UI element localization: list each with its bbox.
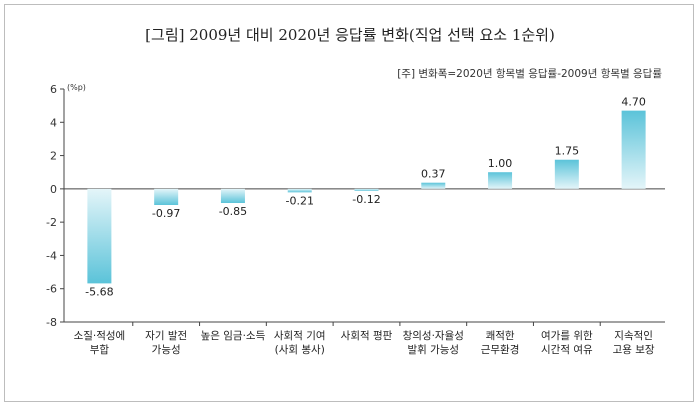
category-label: 여가를 위한 [541, 329, 593, 342]
data-label: -0.85 [219, 205, 247, 218]
category-label: 창의성·자율성 [403, 330, 464, 342]
bar [488, 172, 513, 189]
y-tick-label: -6 [46, 283, 57, 296]
data-label: 1.00 [488, 157, 513, 170]
bar [554, 159, 579, 189]
category-label: 지속적인 [614, 330, 653, 342]
category-label: 자기 발전 [145, 330, 187, 342]
category-label: 높은 임금·소득 [201, 329, 266, 342]
y-tick-label: 0 [50, 183, 57, 196]
y-tick-label: -8 [46, 316, 57, 329]
category-label: (사회 봉사) [275, 344, 325, 356]
category-label: 쾌적한 [486, 330, 515, 342]
bar [154, 188, 179, 206]
category-label: 사회적 기여 [274, 330, 326, 342]
category-label: 가능성 [152, 344, 181, 356]
chart-frame [4, 4, 694, 402]
data-label: -0.21 [285, 194, 313, 207]
category-label: 시간적 여유 [541, 344, 593, 356]
y-axis-unit: (%p) [67, 83, 86, 92]
y-tick-label: -4 [46, 249, 57, 262]
category-label: 고용 보장 [613, 344, 655, 356]
chart-note: [주] 변화폭=2020년 항목별 응답률-2009년 항목별 응답률 [397, 68, 662, 80]
data-label: -5.68 [85, 285, 113, 298]
data-label: -0.97 [152, 207, 180, 220]
category-label: 사회적 평판 [341, 330, 393, 342]
chart-title: [그림] 2009년 대비 2020년 응답률 변화(직업 선택 요소 1순위) [145, 26, 555, 44]
y-tick-label: 2 [50, 150, 57, 163]
y-tick-label: 6 [50, 83, 57, 96]
y-tick-label: -2 [46, 216, 57, 229]
category-label: 부합 [90, 344, 110, 356]
data-label: 4.70 [621, 96, 646, 109]
bar [87, 188, 112, 284]
bar [621, 110, 646, 189]
bar [220, 188, 245, 204]
bar [421, 182, 446, 189]
data-label: -0.12 [352, 193, 380, 206]
data-label: 0.37 [421, 168, 446, 181]
category-label: 소질·적성에 [74, 330, 126, 342]
category-label: 근무환경 [481, 343, 520, 356]
bar [354, 188, 379, 191]
bar [287, 188, 312, 193]
y-tick-label: 4 [50, 116, 57, 129]
category-label: 발휘 가능성 [407, 344, 459, 356]
data-label: 1.75 [555, 145, 580, 158]
